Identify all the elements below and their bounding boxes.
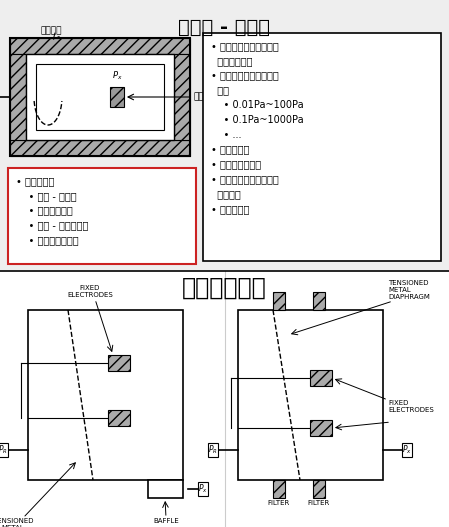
Bar [313,292,325,310]
Text: 金属膜片: 金属膜片 [40,26,62,35]
Bar [208,443,218,457]
Bar [36,64,164,130]
Text: • 可能损坏：
    • 过压 - 隔离阀
    • 压力变化过快
    • 振动 - 波纹管连接
    • 测量腐蚀性气体: • 可能损坏： • 过压 - 隔离阀 • 压力变化过快 • 振动 - 波纹管连接… [16,176,88,245]
Text: TENSIONED
METAL
DIAPHRAGM: TENSIONED METAL DIAPHRAGM [388,280,430,300]
Text: 电极: 电极 [194,93,205,102]
Bar [10,140,190,156]
Bar [0,271,449,527]
Text: 电容规（续）: 电容规（续） [182,276,266,300]
Text: $P_x$: $P_x$ [402,444,412,456]
Bar [203,33,441,261]
Bar [310,370,332,386]
Bar [238,310,383,480]
Text: FIXED
ELECTRODES: FIXED ELECTRODES [388,400,434,413]
Text: FILTER: FILTER [268,500,290,506]
Bar [28,310,183,480]
Text: BAFFLE: BAFFLE [153,518,179,524]
Bar [148,480,183,498]
Bar [0,443,8,457]
Text: $P_x$: $P_x$ [198,483,208,495]
Bar [110,87,124,107]
Bar [310,420,332,436]
Bar [174,54,190,140]
Bar [198,482,208,496]
Bar [273,292,285,310]
Text: $P_x$: $P_x$ [112,70,122,82]
Bar [108,410,130,426]
Bar [8,168,196,264]
Bar [0,0,449,270]
Text: TENSIONED
METAL
DIAPHRAGM: TENSIONED METAL DIAPHRAGM [0,518,34,527]
Text: 薄膜规 - 电容规: 薄膜规 - 电容规 [178,18,270,37]
Bar [402,443,412,457]
Bar [108,355,130,371]
Bar [273,480,285,498]
Text: FIXED
ELECTRODES: FIXED ELECTRODES [67,285,113,298]
Bar [26,54,174,140]
Text: FILTER: FILTER [308,500,330,506]
Bar [10,54,26,140]
Text: $P_R$: $P_R$ [0,444,8,456]
Text: $P_R$: $P_R$ [208,444,218,456]
Bar [10,38,190,156]
Bar [313,480,325,498]
Text: • 膜片受压力变形，与电
  极间电容变化
• 测量范围：一般跨四个
  量级
    • 0.01Pa~100Pa
    • 0.1Pa~1000Pa
  : • 膜片受压力变形，与电 极间电容变化 • 测量范围：一般跨四个 量级 • 0.… [211,41,304,214]
Bar [10,38,190,54]
